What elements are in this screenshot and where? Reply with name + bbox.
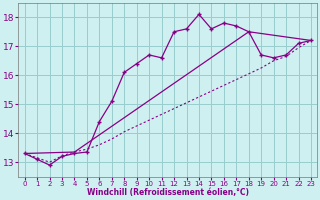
X-axis label: Windchill (Refroidissement éolien,°C): Windchill (Refroidissement éolien,°C) (87, 188, 249, 197)
